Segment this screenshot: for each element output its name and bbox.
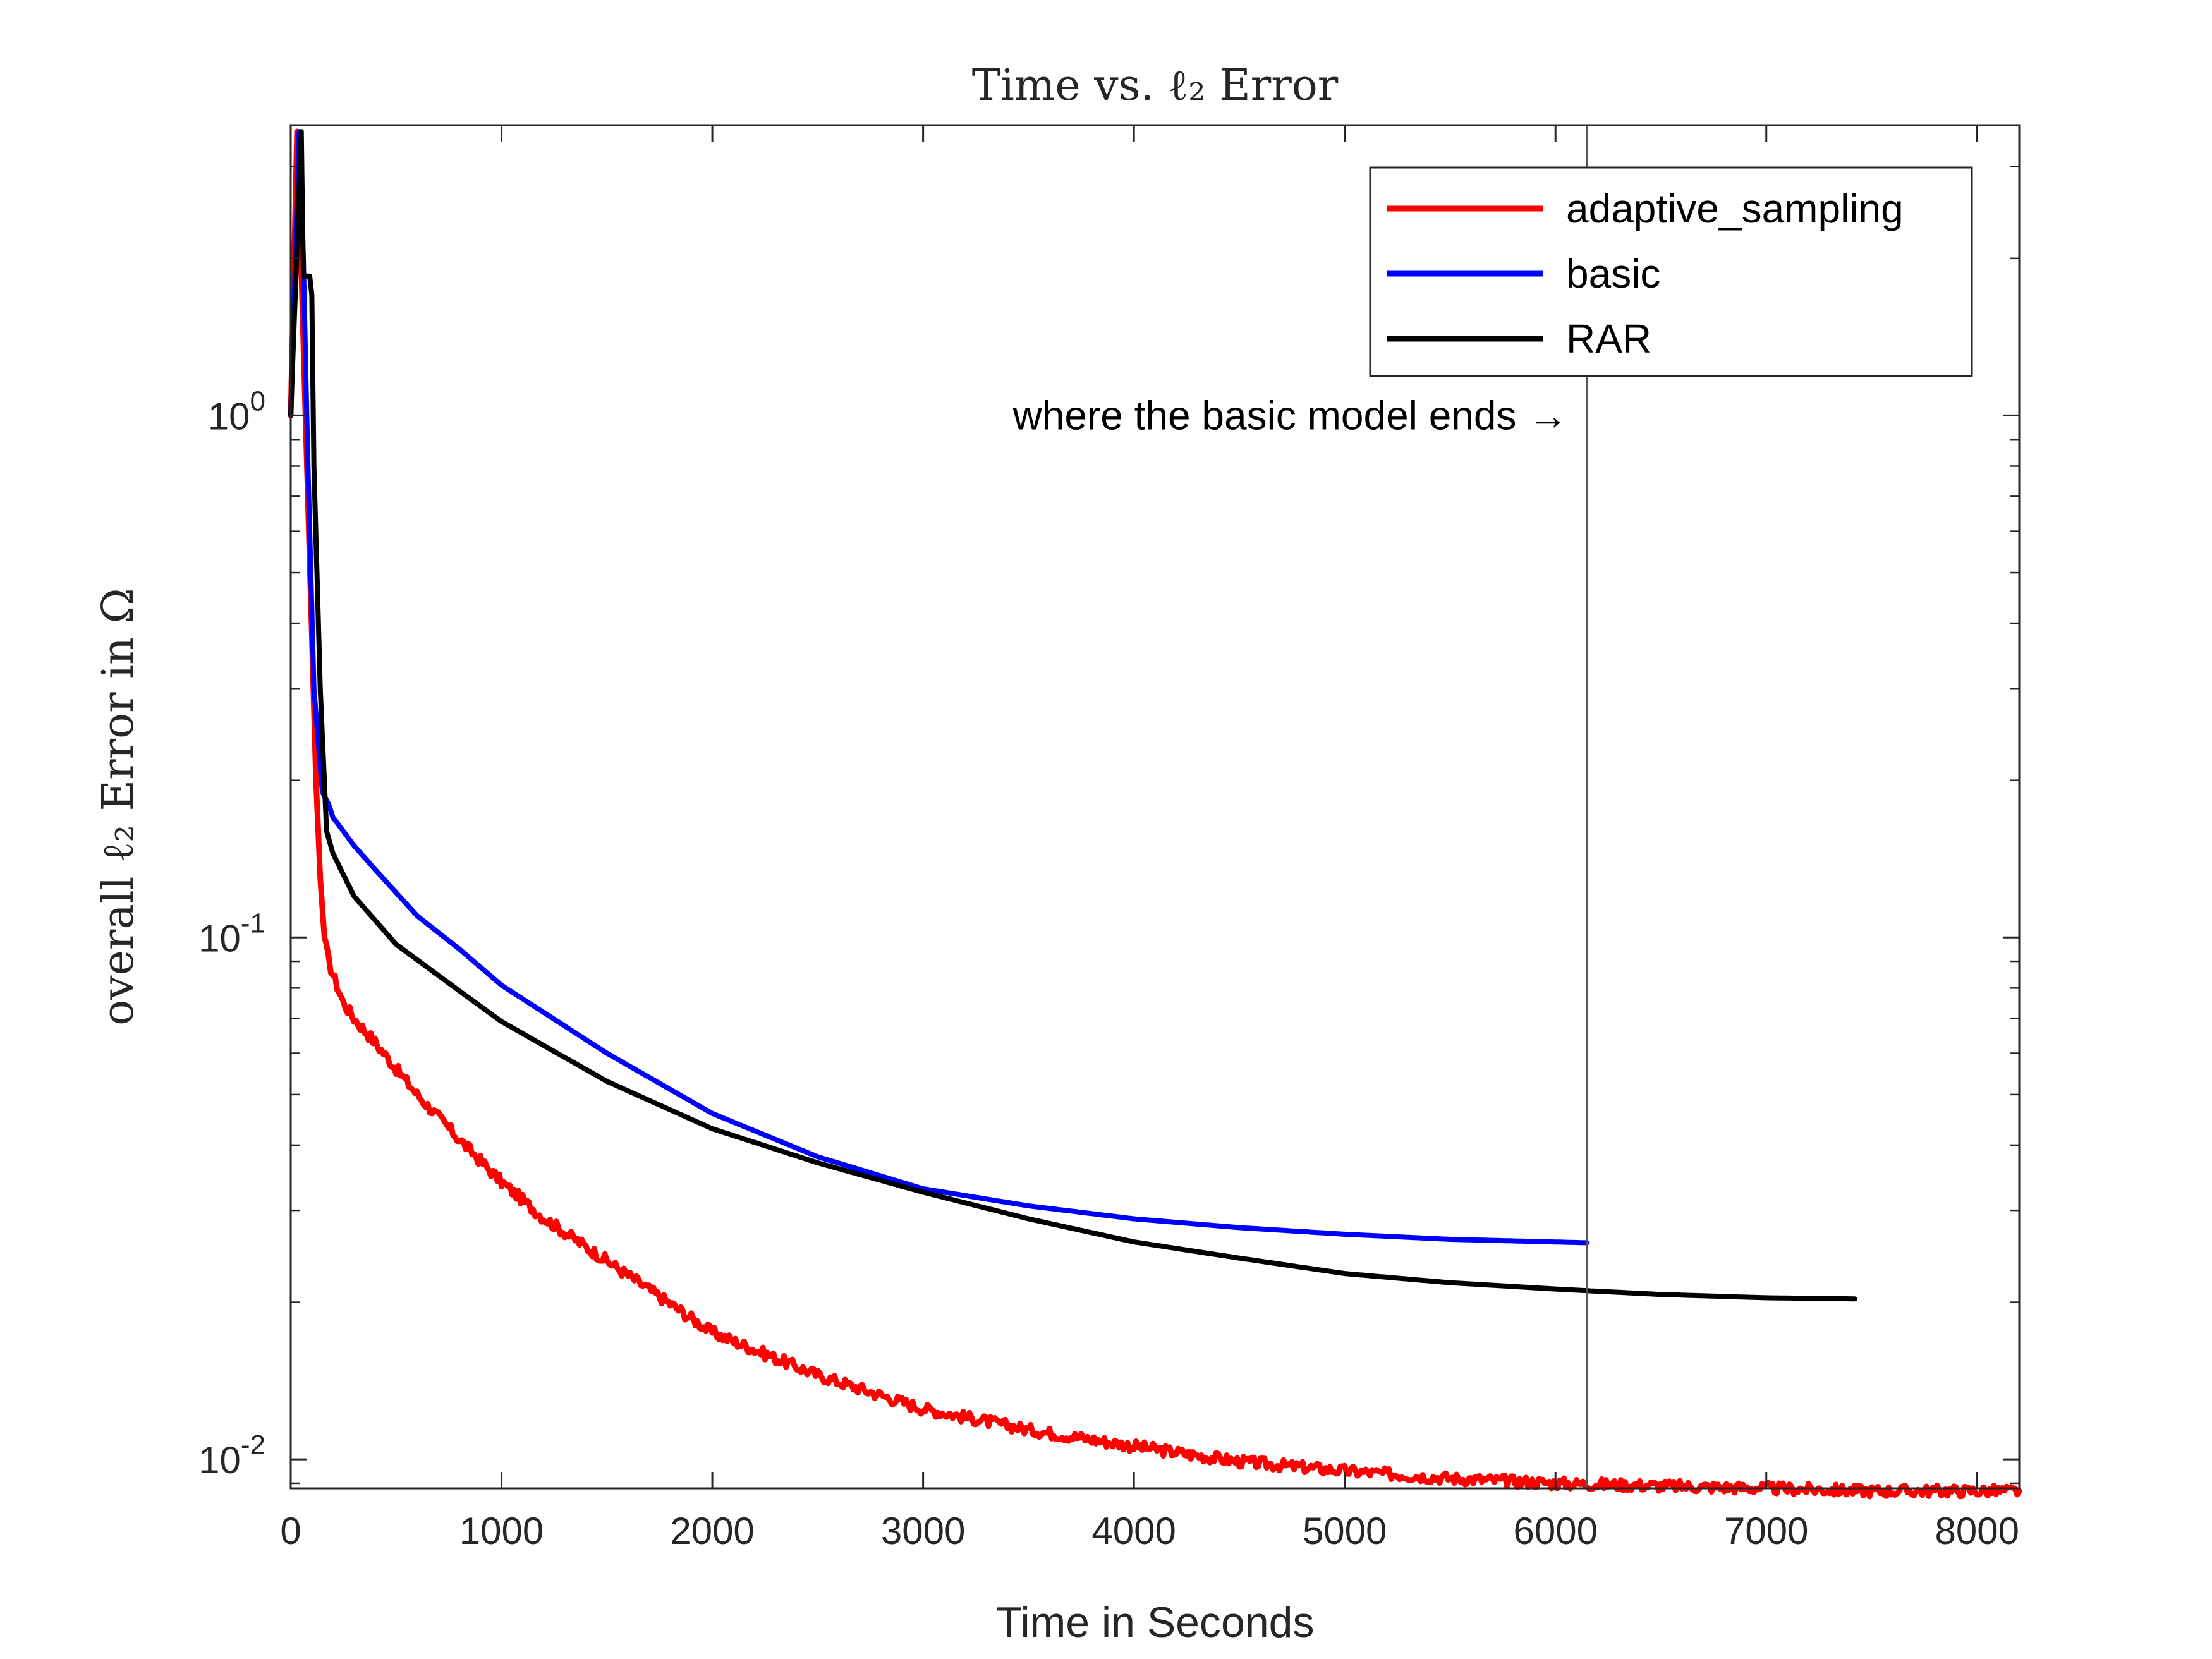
series-adaptive-sampling — [288, 128, 2022, 1500]
y-axis-title: overall ℓ₂ Error in Ω — [94, 588, 143, 1025]
x-tick-label: 3000 — [881, 1510, 965, 1552]
legend-label: RAR — [1566, 316, 1651, 362]
legend-item-adaptive-sampling: adaptive_sampling — [1387, 186, 1904, 231]
x-tick-label: 5000 — [1303, 1510, 1387, 1552]
x-tick-label: 6000 — [1513, 1510, 1597, 1552]
annotation-text: where the basic model ends → — [1012, 392, 1569, 438]
y-tick-label: 10-1 — [198, 908, 265, 959]
tick-layer: 0 1000 2000 3000 4000 5000 6000 7000 8000 10-2 10-… — [198, 125, 2019, 1552]
series-basic — [288, 129, 1590, 1246]
x-tick-label: 2000 — [670, 1510, 754, 1552]
series-layer — [288, 128, 2022, 1500]
x-tick-label: 0 — [280, 1510, 301, 1552]
x-tick-label: 4000 — [1091, 1510, 1176, 1552]
x-tick-label: 7000 — [1724, 1510, 1808, 1552]
y-tick-label: 10-2 — [198, 1430, 265, 1481]
legend-item-basic: basic — [1387, 251, 1660, 296]
x-axis-title: Time in Seconds — [996, 1598, 1315, 1646]
legend-label: basic — [1566, 251, 1660, 296]
chart-title: Time vs. ℓ₂ Error — [972, 61, 1339, 111]
y-tick-label: 100 — [208, 386, 265, 437]
axes-box — [289, 124, 2021, 1490]
annotation-layer: where the basic model ends → — [1012, 125, 1588, 1488]
series-rar — [288, 129, 1857, 1302]
x-tick-label: 1000 — [459, 1510, 544, 1552]
x-tick-label: 8000 — [1935, 1510, 2019, 1552]
legend-label: adaptive_sampling — [1566, 186, 1904, 231]
legend-item-rar: RAR — [1387, 316, 1651, 362]
